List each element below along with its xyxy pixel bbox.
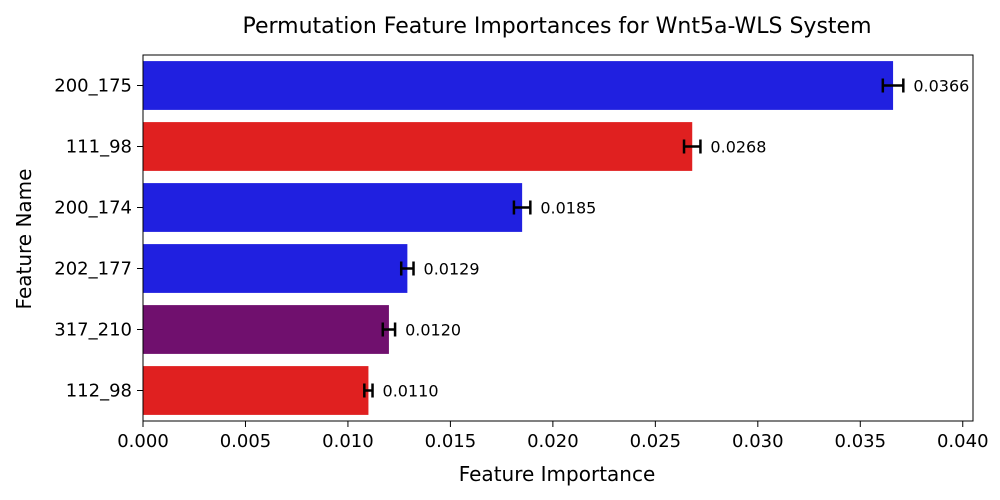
x-tick-label-6: 0.030 (732, 431, 784, 452)
x-tick-label-3: 0.015 (425, 431, 477, 452)
value-label-317_210: 0.0120 (405, 321, 461, 340)
value-label-112_98: 0.0110 (383, 382, 439, 401)
x-tick-label-0: 0.000 (117, 431, 169, 452)
x-tick-label-2: 0.010 (322, 431, 374, 452)
y-tick-label-202_177: 202_177 (54, 259, 132, 280)
y-tick-label-112_98: 112_98 (66, 381, 132, 402)
y-tick-label-200_174: 200_174 (54, 198, 132, 219)
chart-title: Permutation Feature Importances for Wnt5… (242, 14, 871, 39)
value-label-111_98: 0.0268 (710, 138, 766, 157)
plot-area: 0.0366 200_175 0.0268 111_98 0.0185 200_174 0.… (54, 54, 989, 452)
value-label-200_175: 0.0366 (913, 77, 969, 96)
bar-200_174 (143, 183, 523, 232)
bar-112_98 (143, 366, 369, 415)
x-axis-label: Feature Importance (459, 462, 656, 486)
x-tick-label-7: 0.035 (835, 431, 887, 452)
value-label-200_174: 0.0185 (540, 199, 596, 218)
x-tick-label-4: 0.020 (527, 431, 579, 452)
y-axis-label: Feature Name (12, 169, 36, 310)
plot-frame (142, 54, 974, 422)
value-label-202_177: 0.0129 (424, 260, 480, 279)
bar-317_210 (143, 305, 389, 354)
y-tick-label-317_210: 317_210 (54, 320, 132, 341)
bar-200_175 (143, 61, 894, 110)
y-tick-label-111_98: 111_98 (66, 137, 132, 158)
bar-202_177 (143, 244, 408, 293)
y-tick-label-200_175: 200_175 (54, 76, 132, 97)
x-tick-label-5: 0.025 (630, 431, 682, 452)
x-tick-label-8: 0.040 (937, 431, 989, 452)
x-tick-label-1: 0.005 (220, 431, 272, 452)
bar-111_98 (143, 122, 693, 171)
